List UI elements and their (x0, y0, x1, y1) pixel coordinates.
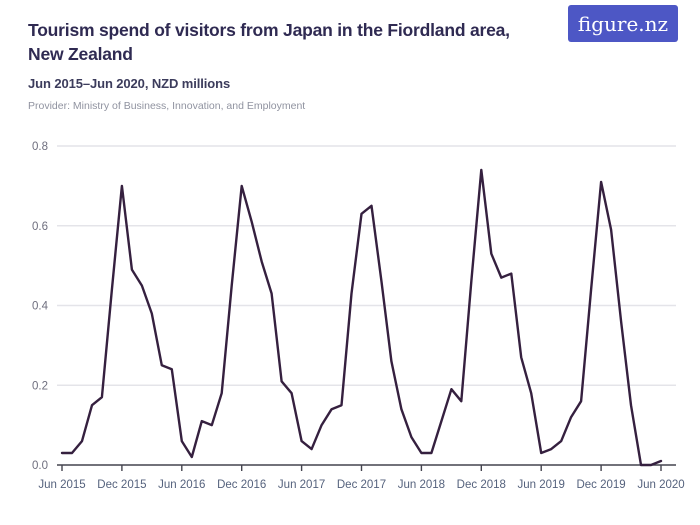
title-line-2: New Zealand (28, 44, 133, 64)
page-title: Tourism spend of visitors from Japan in … (28, 18, 558, 66)
provider-attribution: Provider: Ministry of Business, Innovati… (28, 100, 306, 112)
y-tick-label: 0.0 (32, 460, 48, 472)
x-tick-label: Jun 2015 (38, 479, 85, 491)
y-tick-label: 0.8 (32, 141, 48, 153)
y-tick-label: 0.4 (32, 301, 49, 313)
figure-nz-logo[interactable]: figure.nz (568, 5, 678, 42)
chart-header: Tourism spend of visitors from Japan in … (28, 18, 558, 112)
x-tick-label: Jun 2019 (518, 479, 565, 491)
x-tick-label: Jun 2018 (398, 479, 445, 491)
x-tick-label: Jun 2016 (158, 479, 205, 491)
chart-line-tourism-spend (60, 168, 663, 467)
chart-subtitle: Jun 2015–Jun 2020, NZD millions (28, 76, 231, 91)
x-tick-label: Jun 2020 (637, 479, 684, 491)
x-tick-label: Dec 2019 (576, 479, 625, 491)
y-tick-label: 0.6 (32, 221, 48, 233)
x-tick-label: Dec 2016 (217, 479, 266, 491)
x-tick-label: Dec 2017 (337, 479, 386, 491)
x-tick-label: Dec 2018 (457, 479, 506, 491)
x-tick-label: Jun 2017 (278, 479, 325, 491)
title-line-1: Tourism spend of visitors from Japan in … (28, 20, 510, 40)
y-tick-label: 0.2 (32, 380, 48, 392)
x-tick-label: Dec 2015 (97, 479, 146, 491)
figure-nz-logo-text: figure.nz (577, 11, 669, 36)
